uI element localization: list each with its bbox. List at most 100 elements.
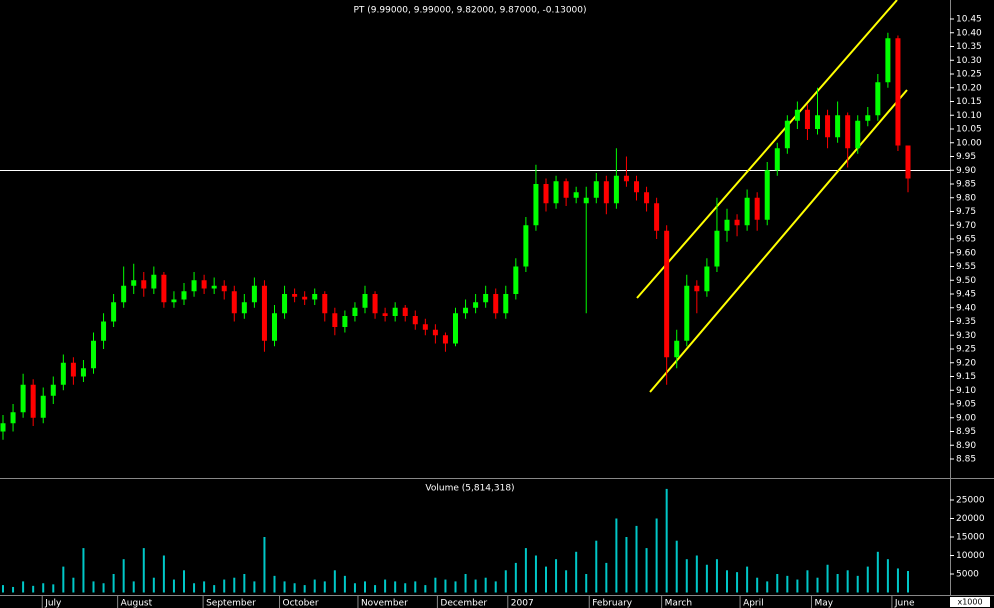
- y-tick-label: 9.80: [956, 193, 976, 203]
- candle-body: [141, 280, 147, 289]
- volume-bar: [203, 581, 206, 593]
- candle-body: [563, 181, 569, 198]
- y-tick-label: 10.45: [956, 15, 982, 25]
- y-tick-label: 8.95: [956, 427, 976, 437]
- volume-bar: [52, 584, 55, 593]
- candle-body: [412, 316, 418, 325]
- candle-body: [664, 230, 670, 358]
- y-tick-label: 10.25: [956, 70, 982, 80]
- candle-body: [241, 302, 247, 314]
- candle-body: [694, 285, 700, 292]
- y-tick-label: 10.30: [956, 56, 982, 66]
- candle-body: [261, 285, 267, 341]
- volume-bar: [705, 564, 708, 593]
- candle-body: [754, 197, 760, 220]
- x-tick-label: April: [743, 599, 764, 608]
- candle-body: [784, 120, 790, 149]
- volume-bar: [223, 579, 226, 593]
- y2-tick-label: 5000: [956, 570, 979, 580]
- volume-bar: [374, 585, 377, 593]
- candle-body: [272, 313, 277, 341]
- x-tick-label: October: [283, 599, 319, 608]
- candle-body: [774, 148, 780, 171]
- candle-body: [503, 294, 509, 314]
- volume-bar: [575, 551, 578, 593]
- volume-bar: [595, 540, 598, 593]
- candle-body: [603, 181, 609, 204]
- volume-bar: [846, 570, 849, 593]
- y-tick-label: 9.25: [956, 345, 976, 355]
- x-tick-label: February: [592, 599, 633, 608]
- volume-bar: [243, 574, 246, 593]
- x-tick-label: July: [44, 599, 62, 608]
- candle-body: [835, 115, 841, 138]
- candle-body: [463, 307, 469, 314]
- candle-body: [211, 285, 217, 289]
- volume-bar: [685, 559, 688, 593]
- candle-body: [50, 384, 56, 396]
- volume-bar: [504, 570, 507, 593]
- y-tick-label: 9.50: [956, 276, 976, 286]
- volume-bar: [605, 562, 608, 593]
- candle-body: [80, 368, 86, 377]
- volume-bar: [414, 581, 417, 593]
- candle-body: [101, 321, 107, 341]
- volume-bar: [42, 583, 45, 593]
- volume-bar: [2, 585, 4, 593]
- candle-body: [60, 362, 66, 385]
- volume-bar: [72, 577, 75, 593]
- candle-body: [442, 335, 448, 344]
- candle-body: [171, 299, 177, 303]
- candle-body: [352, 307, 358, 316]
- candle-body: [372, 294, 378, 314]
- volume-bar: [364, 581, 366, 593]
- candle-body: [714, 230, 720, 267]
- volume-bar: [12, 586, 15, 593]
- y-tick-label: 9.85: [956, 180, 976, 190]
- candle-body: [473, 302, 479, 308]
- y-tick-label: 9.55: [956, 262, 976, 272]
- candle-body: [593, 181, 599, 198]
- candle-body: [744, 197, 750, 226]
- x-tick-label: December: [440, 599, 487, 608]
- volume-bar: [675, 540, 678, 593]
- candle-body: [453, 313, 458, 344]
- y-tick-label: 9.65: [956, 235, 976, 245]
- candle-body: [815, 115, 820, 129]
- candle-body: [634, 181, 639, 193]
- volume-bar: [112, 574, 115, 593]
- x-tick-label: November: [361, 599, 408, 608]
- volume-bar: [444, 579, 447, 593]
- volume-bar: [323, 581, 326, 593]
- candle-body: [292, 294, 298, 297]
- volume-bar: [394, 581, 397, 593]
- candle-body: [91, 340, 96, 369]
- volume-bar: [193, 583, 196, 593]
- volume-bar: [122, 559, 125, 593]
- volume-bar: [102, 583, 105, 593]
- volume-bar: [625, 537, 628, 593]
- volume-bar: [162, 555, 165, 593]
- volume-title: Volume (5,814,318): [425, 484, 514, 494]
- candle-body: [734, 219, 740, 226]
- candle-body: [322, 294, 328, 314]
- volume-bar: [142, 548, 145, 593]
- volume-bar: [836, 574, 839, 593]
- candle-body: [543, 184, 549, 204]
- trend-channel-lower: [649, 89, 908, 393]
- volume-bar: [132, 581, 135, 593]
- candle-body: [573, 192, 579, 198]
- candle-body: [302, 296, 308, 300]
- y-tick-label: 10.05: [956, 125, 982, 135]
- volume-bar: [313, 579, 316, 593]
- candle-body: [724, 219, 730, 231]
- volume-bar: [856, 575, 859, 593]
- volume-bar: [424, 585, 427, 593]
- volume-bar: [876, 551, 879, 593]
- x-tick-label: June: [894, 599, 915, 608]
- volume-bar: [715, 559, 718, 593]
- candle-body: [483, 294, 489, 303]
- volume-bar: [886, 559, 889, 593]
- volume-bar: [565, 570, 568, 593]
- volume-bar: [514, 562, 517, 593]
